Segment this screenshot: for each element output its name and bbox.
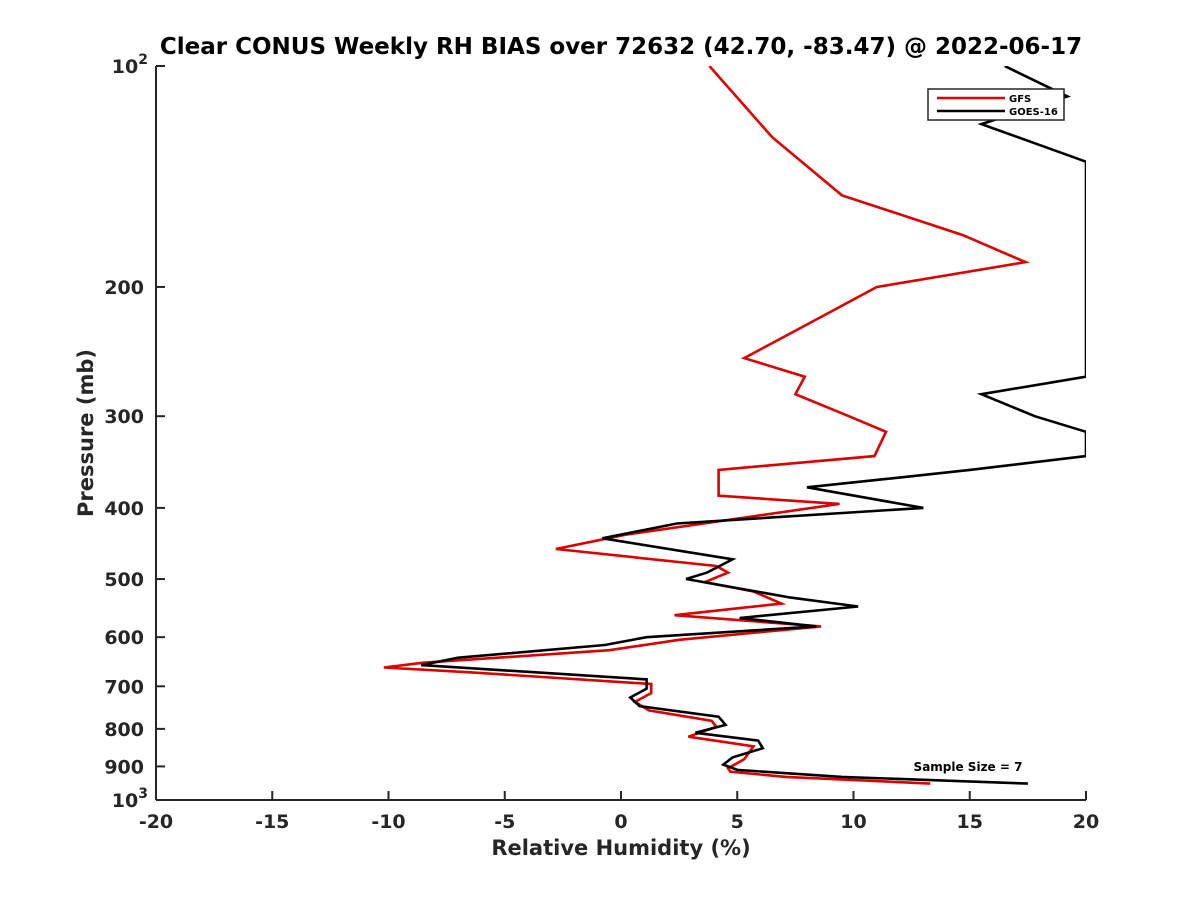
y-tick-label: 600 xyxy=(104,627,144,649)
y-tick-label: 700 xyxy=(104,676,144,698)
y-axis-label: Pressure (mb) xyxy=(74,349,98,517)
y-tick-label: 500 xyxy=(104,569,144,591)
y-tick-label: 300 xyxy=(104,406,144,428)
x-tick-label: -5 xyxy=(494,811,515,833)
legend-label-goes-16: GOES-16 xyxy=(1009,107,1058,118)
x-axis-label: Relative Humidity (%) xyxy=(491,836,750,860)
y-tick-label: 103 xyxy=(112,786,148,812)
chart-title: Clear CONUS Weekly RH BIAS over 72632 (4… xyxy=(160,34,1082,60)
x-tick-label: 20 xyxy=(1073,811,1099,833)
legend-label-gfs: GFS xyxy=(1009,94,1031,105)
x-tick-label: 15 xyxy=(957,811,983,833)
x-tick-label: -10 xyxy=(371,811,405,833)
x-tick-label: -15 xyxy=(255,811,289,833)
axes-layer: -20 -15 -10 -5 0 5 10 15 20 102 200 300 400 500 600 700… xyxy=(104,52,1099,833)
y-tick-label: 800 xyxy=(104,719,144,741)
y-tick-label: 900 xyxy=(104,756,144,778)
legend: GFS GOES-16 xyxy=(927,88,1065,121)
series-line-gfs xyxy=(383,66,1031,785)
x-tick-label: -20 xyxy=(139,811,173,833)
series-line-goes-16 xyxy=(420,66,1086,785)
y-tick-label: 400 xyxy=(104,498,144,520)
x-tick-label: 10 xyxy=(840,811,866,833)
x-tick-label: 5 xyxy=(731,811,744,833)
legend-box xyxy=(927,88,1065,121)
y-tick-label: 200 xyxy=(104,277,144,299)
y-tick-label: 102 xyxy=(112,52,148,78)
series-layer xyxy=(383,66,1086,785)
sample-size-annotation: Sample Size = 7 xyxy=(914,760,1023,774)
x-tick-label: 0 xyxy=(614,811,627,833)
